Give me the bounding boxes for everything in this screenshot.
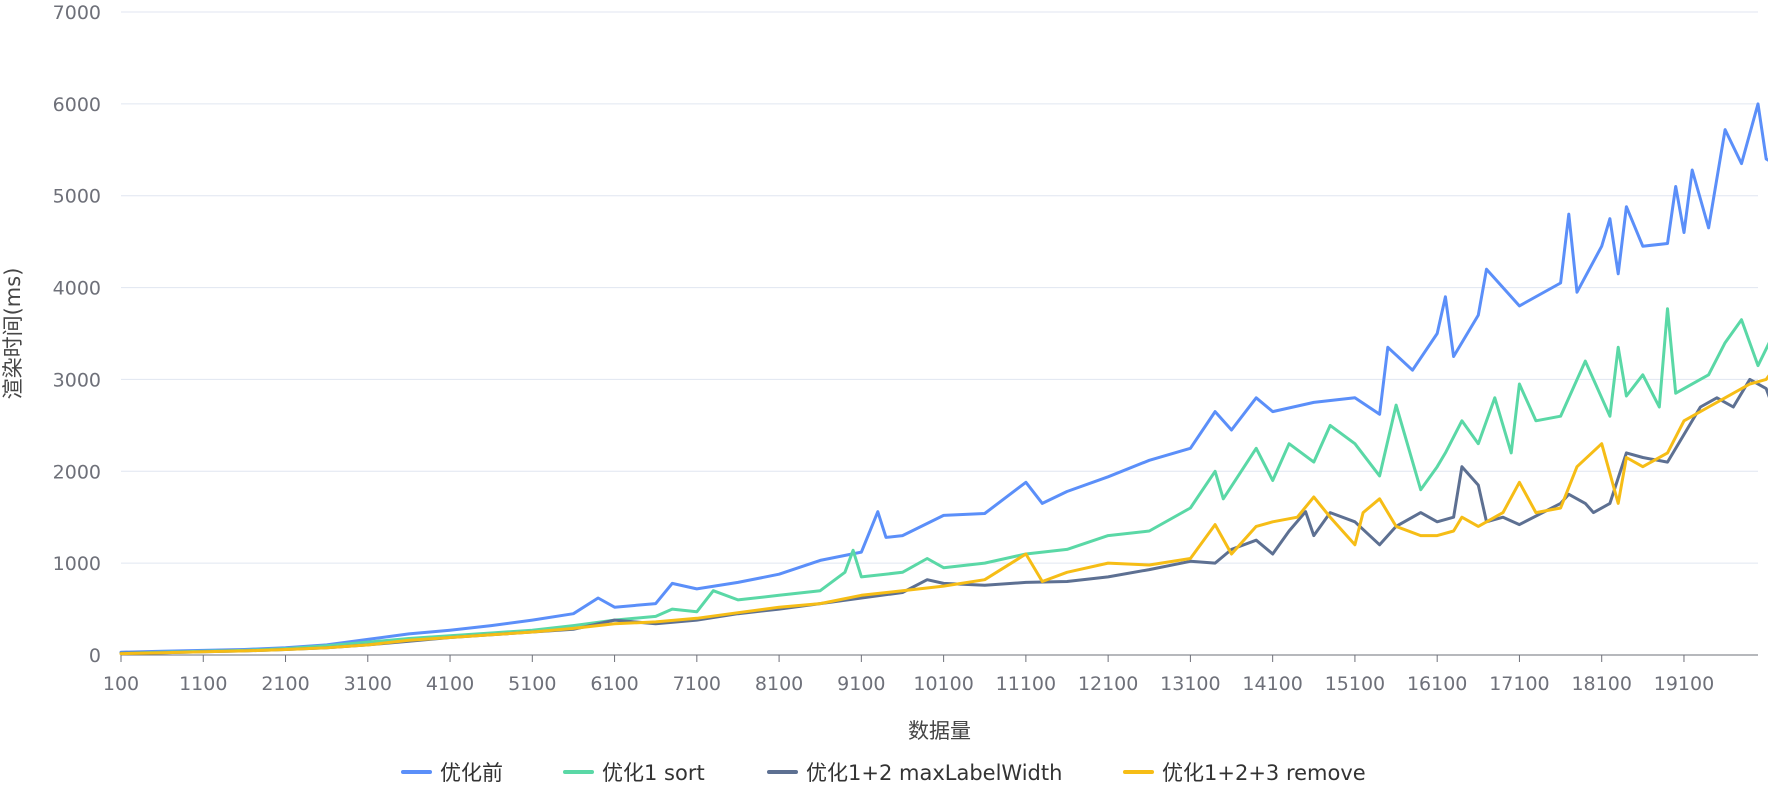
x-axis: 100 1100 2100 3100 4100 5100 6100 7100 8100 9100 1… <box>103 655 1714 695</box>
x-tick-label: 7100 <box>673 673 721 695</box>
x-tick-label: 17100 <box>1489 673 1549 695</box>
x-tick-label: 9100 <box>837 673 885 695</box>
x-tick-label: 18100 <box>1571 673 1631 695</box>
grid-lines <box>121 11 1758 656</box>
legend: 优化前 优化1 sort 优化1+2 maxLabelWidth 优化1+2+3 re… <box>401 761 1366 785</box>
y-tick-label: 4000 <box>53 278 101 300</box>
series-lines <box>119 102 1768 656</box>
x-tick-label: 3100 <box>344 673 392 695</box>
legend-label: 优化1 sort <box>602 761 705 785</box>
x-tick-label: 19100 <box>1654 673 1714 695</box>
x-tick-label: 14100 <box>1242 673 1302 695</box>
x-tick-label: 100 <box>103 673 139 695</box>
x-tick-label: 15100 <box>1325 673 1385 695</box>
series-line <box>119 102 1768 654</box>
series-line <box>119 307 1768 655</box>
series-line <box>119 374 1768 656</box>
x-tick-label: 5100 <box>508 673 556 695</box>
y-tick-label: 7000 <box>53 2 101 24</box>
x-tick-label: 10100 <box>913 673 973 695</box>
x-tick-label: 16100 <box>1407 673 1467 695</box>
y-tick-label: 2000 <box>53 461 101 483</box>
legend-label: 优化前 <box>440 761 503 785</box>
y-tick-label: 5000 <box>53 186 101 208</box>
x-tick-label: 13100 <box>1160 673 1220 695</box>
x-tick-label: 8100 <box>755 673 803 695</box>
y-axis-ticks: 0 1000 2000 3000 4000 5000 6000 7000 <box>53 2 101 667</box>
x-axis-title: 数据量 <box>908 719 971 743</box>
x-tick-label: 1100 <box>179 673 227 695</box>
x-tick-label: 2100 <box>261 673 309 695</box>
x-tick-label: 4100 <box>426 673 474 695</box>
y-tick-label: 0 <box>89 645 101 667</box>
x-tick-label: 6100 <box>590 673 638 695</box>
y-tick-label: 6000 <box>53 94 101 116</box>
x-tick-label: 12100 <box>1078 673 1138 695</box>
y-tick-label: 3000 <box>53 369 101 391</box>
legend-label: 优化1+2 maxLabelWidth <box>806 761 1062 785</box>
x-tick-label: 11100 <box>996 673 1056 695</box>
y-tick-label: 1000 <box>53 553 101 575</box>
y-axis-title: 渲染时间(ms) <box>1 268 25 400</box>
legend-label: 优化1+2+3 remove <box>1162 761 1366 785</box>
